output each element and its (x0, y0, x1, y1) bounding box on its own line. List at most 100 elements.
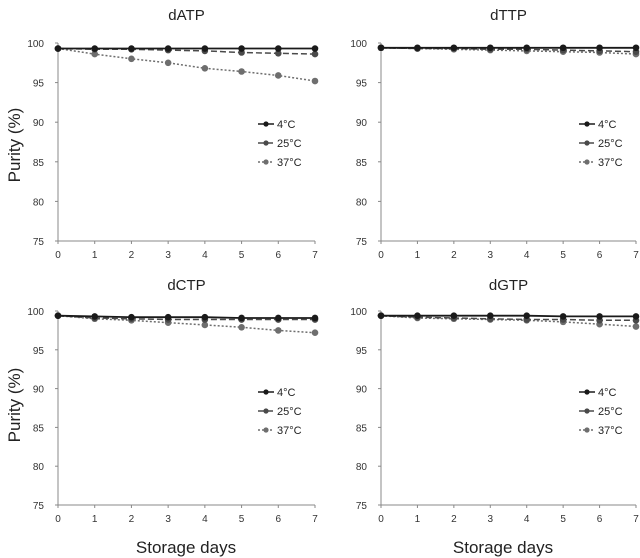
series-37Cc-point (164, 59, 172, 67)
legend-37Cc-marker (584, 159, 590, 165)
chart-title-dgtp: dGTP (489, 277, 528, 294)
x-axis-label-left: Storage days (136, 538, 236, 557)
series-25Cc-line (57, 314, 315, 321)
series-25Cc-point (311, 50, 319, 58)
series-4Cc-point (274, 45, 282, 52)
x-tick-label: 7 (633, 514, 639, 525)
series-4Cc-point (486, 312, 494, 319)
y-tick-label: 75 (33, 501, 45, 512)
series-4Cc-point (91, 313, 99, 320)
x-tick-label: 1 (415, 514, 421, 525)
series-4Cc-point (54, 312, 62, 319)
x-tick-label: 6 (276, 514, 282, 525)
legend-4Cc-marker (584, 121, 590, 127)
series-37Cc-point (128, 55, 135, 63)
legend-25Cc-marker (263, 140, 269, 146)
x-tick-label: 0 (378, 250, 384, 261)
series-4Cc-point (414, 312, 421, 319)
legend-4Cc-marker (584, 389, 590, 395)
series-37Cc-point (274, 327, 282, 334)
y-tick-label: 100 (350, 39, 367, 50)
y-tick-label: 80 (33, 462, 45, 473)
chart-title-dttp: dTTP (490, 7, 527, 24)
series-4Cc-point (201, 313, 209, 321)
series-4Cc-line (57, 314, 315, 319)
series-4Cc-point (128, 45, 135, 52)
series-4Cc-point (632, 44, 640, 52)
series-4Cc-point (486, 44, 494, 52)
legend-37Cc-marker (584, 427, 590, 433)
series-4Cc-point (311, 45, 319, 52)
y-tick-label: 85 (356, 158, 368, 169)
series-4Cc-point (450, 44, 458, 52)
y-tick-label: 75 (356, 501, 368, 512)
legend-25Cc-label: 25°C (277, 406, 302, 418)
series-4Cc-point (274, 314, 282, 322)
series-37Cc-point (201, 65, 209, 72)
chart-panel-dgtp: dGTP 75 80 85 90 95 100 0 1 2 3 4 5 6 7 4°C 25°C 37°C (350, 277, 640, 525)
legend-25Cc-marker (584, 408, 590, 414)
y-tick-label: 80 (356, 462, 368, 473)
x-tick-label: 1 (415, 250, 421, 261)
y-tick-label: 95 (356, 79, 368, 90)
chart-title-dctp: dCTP (167, 277, 205, 294)
series-4Cc-point (559, 313, 567, 320)
legend-37Cc-label: 37°C (277, 425, 302, 437)
series-25Cc-point (274, 49, 282, 57)
y-tick-label: 95 (33, 79, 45, 90)
x-tick-label: 7 (312, 250, 318, 261)
legend-4Cc-marker (263, 389, 269, 395)
series-37Cc-line (380, 314, 637, 328)
series-4Cc-point (164, 45, 172, 52)
series-37Cc-point (238, 323, 245, 331)
y-axis-label-bottom: Purity (%) (5, 368, 24, 443)
y-tick-label: 75 (33, 237, 45, 248)
x-tick-label: 0 (55, 514, 61, 525)
chart-panel-datp: dATP 75 80 85 90 95 100 0 1 2 3 4 5 6 7 4°C 25°C 37°C (27, 7, 319, 261)
series-25Cc-line (57, 47, 316, 55)
series-4Cc-point (238, 314, 245, 322)
y-tick-label: 80 (33, 197, 45, 208)
series-4Cc-point (377, 312, 385, 319)
series-4Cc-point (523, 312, 531, 319)
x-tick-label: 2 (451, 514, 457, 525)
legend-37Cc-label: 37°C (598, 157, 623, 169)
series-4Cc-point (201, 45, 209, 52)
x-tick-label: 4 (524, 514, 530, 525)
x-tick-label: 5 (560, 250, 566, 261)
legend-4Cc-label: 4°C (598, 119, 617, 131)
series-37Cc-point (632, 323, 640, 330)
x-tick-label: 1 (92, 250, 98, 261)
x-tick-label: 1 (92, 514, 98, 525)
y-tick-label: 90 (356, 385, 368, 396)
legend-37Cc-marker (263, 427, 269, 433)
x-tick-label: 7 (312, 514, 318, 525)
series-37Cc-point (201, 321, 209, 329)
series-4Cc-point (523, 44, 531, 52)
series-37Cc-line (57, 47, 316, 82)
x-tick-label: 4 (202, 514, 208, 525)
series-4Cc-point (128, 313, 135, 321)
series-4Cc-point (91, 45, 99, 52)
x-tick-label: 2 (129, 514, 135, 525)
series-4Cc-point (377, 44, 385, 52)
legend-37Cc-label: 37°C (598, 425, 623, 437)
series-37Cc-point (311, 329, 319, 337)
x-tick-label: 6 (597, 514, 603, 525)
series-4Cc-point (311, 314, 319, 322)
x-tick-label: 5 (239, 250, 245, 261)
series-4Cc-point (596, 313, 603, 320)
legend-25Cc-label: 25°C (598, 406, 623, 418)
x-tick-label: 6 (276, 250, 282, 261)
legend-4Cc-label: 4°C (277, 119, 296, 131)
legend-37Cc-marker (263, 159, 269, 165)
series-37Cc-point (311, 77, 319, 85)
series-4Cc-line (381, 314, 636, 318)
series-4Cc-point (632, 313, 640, 320)
legend-4Cc-label: 4°C (598, 387, 617, 399)
x-tick-label: 5 (239, 514, 245, 525)
y-tick-label: 90 (33, 385, 45, 396)
series-37Cc-point (274, 72, 282, 79)
series-4Cc-point (54, 45, 62, 52)
